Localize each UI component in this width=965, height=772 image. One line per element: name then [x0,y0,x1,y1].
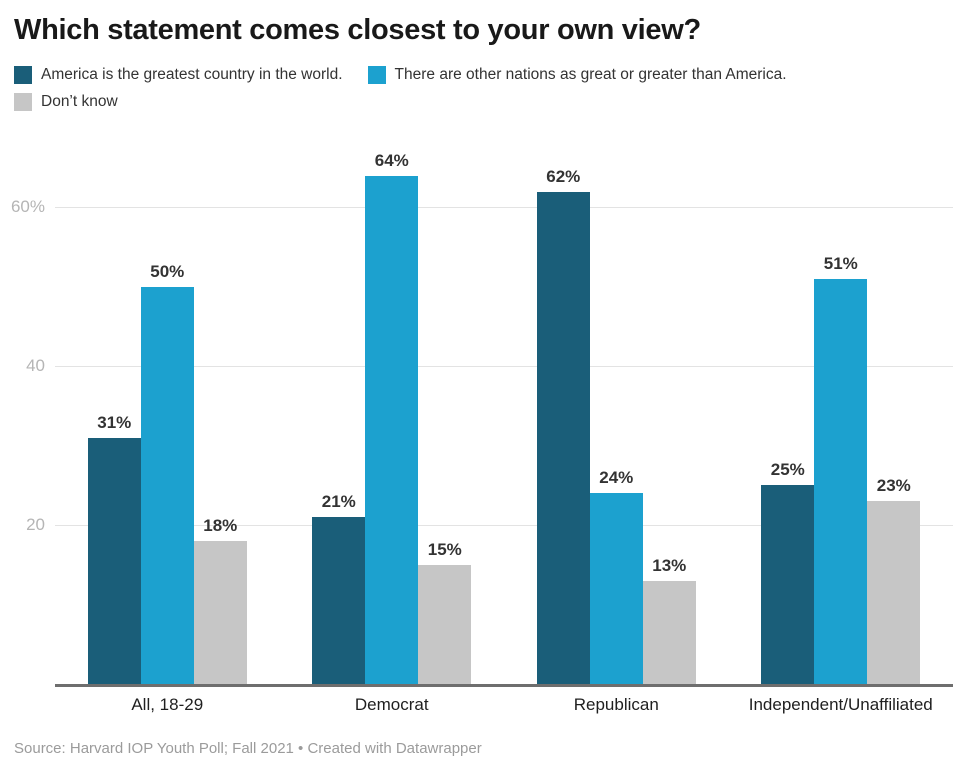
chart-title: Which statement comes closest to your ow… [14,14,701,46]
category-label: Democrat [354,695,429,714]
legend-swatch [14,66,32,84]
bar-value-label: 18% [203,516,238,536]
legend-label: America is the greatest country in the w… [41,66,343,83]
bar-value-label: 23% [876,476,911,496]
bar: 64% [365,151,419,684]
bar-value-label: 51% [823,253,858,273]
source-attribution: Source: Harvard IOP Youth Poll; Fall 202… [14,740,482,757]
category-label: Independent/Unaffiliated [748,695,933,714]
legend-item: America is the greatest country in the w… [14,66,343,84]
legend-item: There are other nations as great or grea… [367,66,787,84]
legend-item: Don’t know [14,93,118,111]
bar-group: 25% 51% 23% [729,128,954,684]
bar-value-label: 24% [599,468,634,488]
gridline [55,207,953,209]
legend-swatch [14,93,32,111]
legend-row: Don’t know [14,93,787,111]
y-axis-tick-label: 60% [10,197,45,217]
bar-group: 62% 24% 13% [504,128,729,684]
bar: 18% [193,516,247,684]
bar-value-label: 21% [321,492,356,512]
bar: 21% [312,492,366,684]
bar: 25% [761,460,815,684]
bar: 23% [867,476,921,684]
bar-group: 31% 50% 18% [55,128,280,684]
bar-value-label: 64% [374,150,409,170]
legend: America is the greatest country in the w… [14,66,787,120]
y-axis-tick-label: 20 [26,515,45,535]
gridline [55,366,953,368]
bar-value-label: 50% [150,261,185,281]
bar: 62% [536,167,590,684]
bar: 13% [642,556,696,684]
bar: 24% [589,468,643,684]
bar: 15% [418,540,472,684]
bar-value-label: 31% [97,412,132,432]
plot-area: 20 40 60% 31% 50% 18% All, 18-29 21% 64% 15% Democ… [11,128,954,714]
bar: 51% [814,254,868,684]
gridline [55,525,953,527]
category-label: All, 18-29 [131,695,204,714]
bar-group: 21% 64% 15% [280,128,505,684]
bar-value-label: 62% [546,166,581,186]
bar: 50% [140,262,194,684]
category-label: Republican [573,695,659,714]
bar-value-label: 15% [427,539,462,559]
legend-label: There are other nations as great or grea… [394,66,787,83]
bar-value-label: 13% [652,555,687,575]
legend-swatch [367,66,386,84]
legend-label: Don’t know [41,93,118,110]
legend-row: America is the greatest country in the w… [14,66,787,84]
bar-value-label: 25% [770,460,805,480]
y-axis-tick-label: 40 [26,356,45,376]
bar: 31% [87,413,141,684]
